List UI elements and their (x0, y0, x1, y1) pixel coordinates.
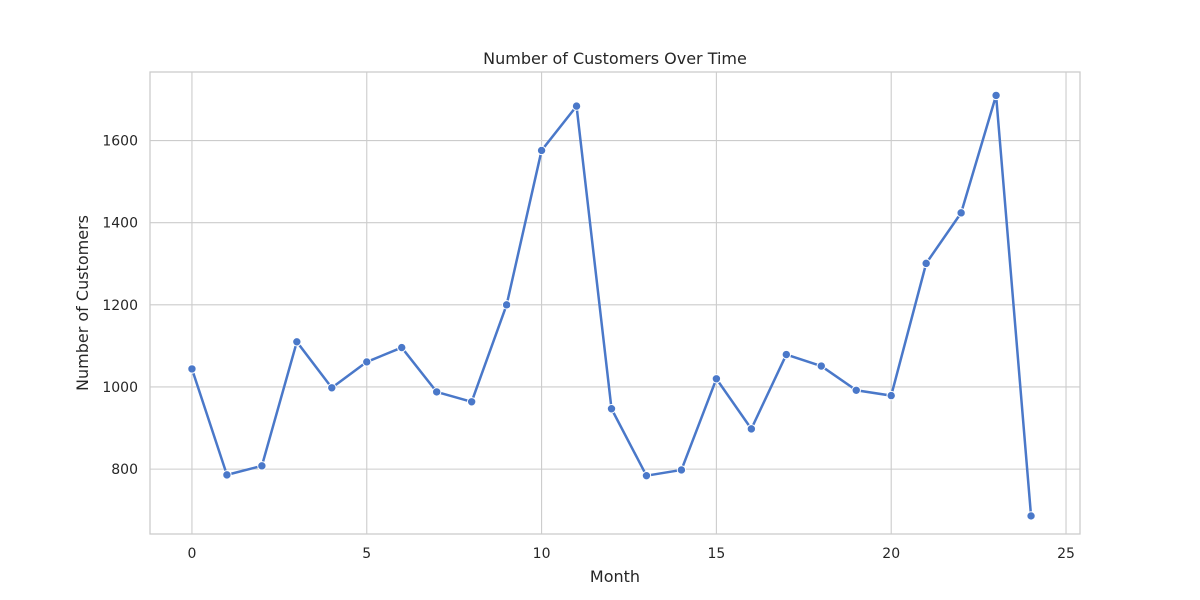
x-tick-label: 25 (1057, 546, 1075, 562)
data-point (1027, 512, 1035, 520)
data-point (782, 350, 790, 358)
data-point (293, 338, 301, 346)
data-point (398, 343, 406, 351)
data-point (747, 425, 755, 433)
y-tick-label: 800 (111, 462, 138, 478)
data-point (817, 362, 825, 370)
data-point (223, 471, 231, 479)
y-tick-label: 1600 (102, 134, 138, 150)
y-tick-label: 1000 (102, 380, 138, 396)
data-point (188, 365, 196, 373)
data-point (502, 301, 510, 309)
data-point (363, 358, 371, 366)
data-point (992, 91, 1000, 99)
data-point (607, 405, 615, 413)
chart-title: Number of Customers Over Time (483, 49, 747, 68)
x-tick-label: 20 (882, 546, 900, 562)
series-line (192, 95, 1031, 516)
data-point (537, 146, 545, 154)
data-point (258, 462, 266, 470)
x-tick-label: 10 (533, 546, 551, 562)
data-point (642, 471, 650, 479)
data-point (467, 398, 475, 406)
series-layer (188, 91, 1035, 520)
x-axis-label: Month (590, 567, 640, 586)
data-point (852, 386, 860, 394)
plot-frame (150, 72, 1080, 534)
y-axis-label: Number of Customers (73, 215, 92, 391)
x-tick-label: 15 (707, 546, 725, 562)
data-point (432, 388, 440, 396)
grid-lines (150, 72, 1080, 534)
data-point (328, 384, 336, 392)
y-tick-label: 1200 (102, 298, 138, 314)
data-point (957, 209, 965, 217)
data-point (572, 102, 580, 110)
tick-labels: 0 5 10 15 20 25 800 1000 1200 1400 1600 (102, 134, 1075, 562)
data-point (677, 466, 685, 474)
y-tick-label: 1400 (102, 216, 138, 232)
data-point (887, 391, 895, 399)
data-point (712, 375, 720, 383)
data-point (922, 259, 930, 267)
x-tick-label: 5 (362, 546, 371, 562)
x-tick-label: 0 (187, 546, 196, 562)
